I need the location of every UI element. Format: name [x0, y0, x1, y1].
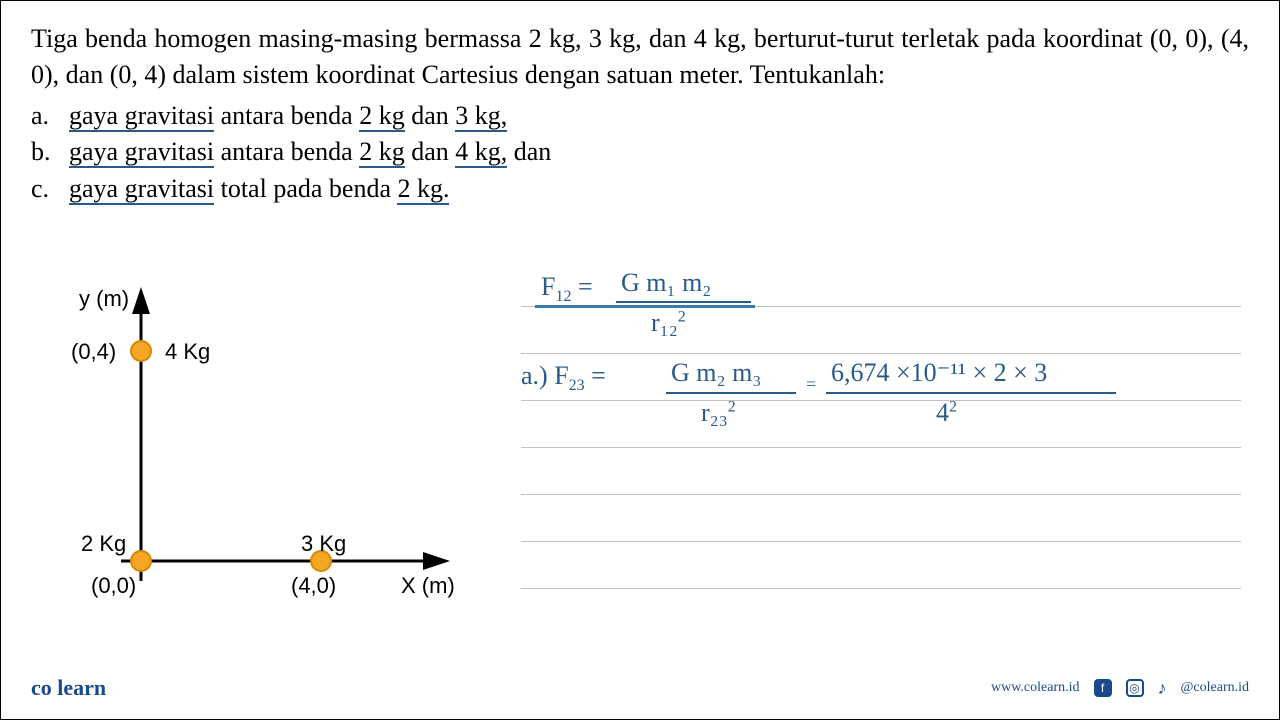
footer-right: www.colearn.id f ◎ ♪ @colearn.id — [991, 678, 1249, 699]
list-letter: a. — [31, 98, 51, 134]
coordinate-diagram: y (m) X (m) 2 Kg (0,0) 3 Kg (4,0) 4 Kg (… — [41, 281, 461, 621]
fraction-bar — [616, 301, 751, 303]
rule-line — [521, 353, 1241, 354]
coord-label: (4,0) — [291, 573, 336, 598]
mass-point — [131, 551, 151, 571]
tiktok-icon: ♪ — [1158, 678, 1167, 699]
coord-label: (0,0) — [91, 573, 136, 598]
coord-label: (0,4) — [71, 339, 116, 364]
rule-line — [521, 447, 1241, 448]
list-text: gaya gravitasi antara benda 2 kg dan 4 k… — [69, 134, 551, 170]
part-a-denominator: r₂₃2 — [701, 398, 736, 428]
mass-label: 2 Kg — [81, 531, 126, 556]
question-block: Tiga benda homogen masing-masing bermass… — [31, 21, 1249, 207]
underlined-text: 3 kg, — [455, 101, 507, 132]
equals-sign: = — [806, 374, 816, 395]
list-item: c. gaya gravitasi total pada benda 2 kg. — [31, 171, 1249, 207]
y-axis-label: y (m) — [79, 286, 129, 311]
formula-numerator: G m₁ m₂ — [621, 268, 711, 298]
mass-label: 4 Kg — [165, 339, 210, 364]
list-letter: c. — [31, 171, 51, 207]
list-item: b. gaya gravitasi antara benda 2 kg dan … — [31, 134, 1249, 170]
rule-line — [521, 494, 1241, 495]
formula-lhs: F12 = — [541, 272, 593, 306]
question-list: a. gaya gravitasi antara benda 2 kg dan … — [31, 98, 1249, 207]
x-axis-label: X (m) — [401, 573, 455, 598]
list-text: gaya gravitasi antara benda 2 kg dan 3 k… — [69, 98, 507, 134]
underlined-text: gaya gravitasi — [69, 101, 214, 132]
underlined-text: 2 kg. — [397, 174, 449, 205]
underlined-text: gaya gravitasi — [69, 137, 214, 168]
emphasis-underline — [535, 305, 755, 308]
part-a-numerator: G m₂ m₃ — [671, 358, 761, 388]
mass-label: 3 Kg — [301, 531, 346, 556]
footer-handle: @colearn.id — [1181, 680, 1249, 696]
part-a-lhs: a.) F23 = — [521, 361, 606, 395]
fraction-bar — [826, 392, 1116, 394]
formula-denominator: r₁₂2 — [651, 308, 686, 338]
handwriting-area: F12 = G m₁ m₂ r₁₂2 a.) F23 = G m₂ m₃ r₂₃… — [521, 266, 1241, 626]
list-text: gaya gravitasi total pada benda 2 kg. — [69, 171, 449, 207]
mass-point — [131, 341, 151, 361]
question-intro: Tiga benda homogen masing-masing bermass… — [31, 21, 1249, 94]
calc-denominator: 42 — [936, 398, 957, 428]
underlined-text: 2 kg — [359, 101, 405, 132]
facebook-icon: f — [1094, 679, 1112, 697]
rule-line — [521, 588, 1241, 589]
rule-line — [521, 541, 1241, 542]
list-letter: b. — [31, 134, 51, 170]
rule-line — [521, 400, 1241, 401]
fraction-bar — [666, 392, 796, 394]
list-item: a. gaya gravitasi antara benda 2 kg dan … — [31, 98, 1249, 134]
underlined-text: 2 kg — [359, 137, 405, 168]
logo: co learn — [31, 675, 106, 701]
calc-numerator: 6,674 ×10⁻¹¹ × 2 × 3 — [831, 358, 1047, 388]
footer: co learn www.colearn.id f ◎ ♪ @colearn.i… — [31, 675, 1249, 701]
diagram-svg: y (m) X (m) 2 Kg (0,0) 3 Kg (4,0) 4 Kg (… — [41, 281, 461, 621]
underlined-text: 4 kg, — [455, 137, 507, 168]
footer-url: www.colearn.id — [991, 680, 1080, 696]
underlined-text: gaya gravitasi — [69, 174, 214, 205]
instagram-icon: ◎ — [1126, 679, 1144, 697]
